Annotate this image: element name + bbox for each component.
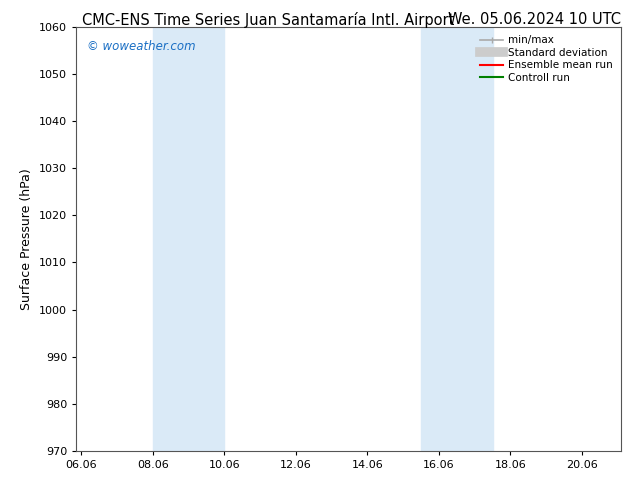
Text: CMC-ENS Time Series Juan Santamaría Intl. Airport: CMC-ENS Time Series Juan Santamaría Intl… xyxy=(82,12,455,28)
Y-axis label: Surface Pressure (hPa): Surface Pressure (hPa) xyxy=(20,168,34,310)
Bar xyxy=(153,27,224,451)
Legend: min/max, Standard deviation, Ensemble mean run, Controll run: min/max, Standard deviation, Ensemble me… xyxy=(477,32,616,86)
Bar xyxy=(421,27,493,451)
Text: © woweather.com: © woweather.com xyxy=(87,40,196,52)
Text: We. 05.06.2024 10 UTC: We. 05.06.2024 10 UTC xyxy=(448,12,621,27)
